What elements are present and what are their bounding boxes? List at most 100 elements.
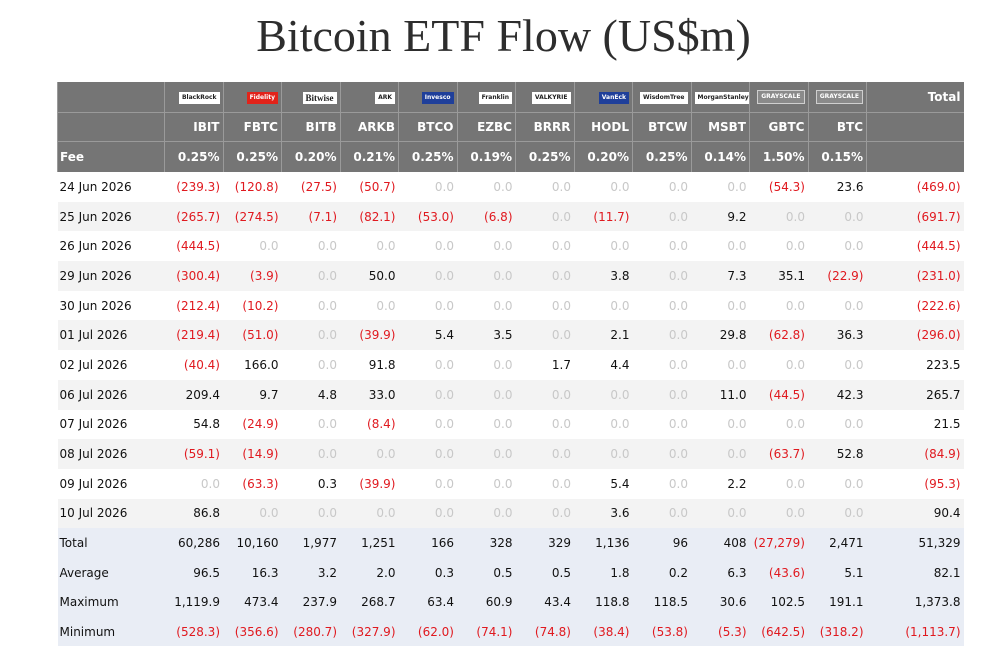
flow-value: 4.8 bbox=[281, 379, 340, 410]
flow-value: 0.0 bbox=[398, 379, 457, 410]
flow-value: 0.0 bbox=[574, 379, 633, 410]
flow-value: (54.3) bbox=[768, 179, 805, 194]
summary-value: 0.3 bbox=[398, 557, 457, 588]
flow-value: (14.9) bbox=[223, 439, 282, 469]
flow-value: (231.0) bbox=[866, 261, 964, 291]
summary-value: (327.9) bbox=[340, 616, 399, 647]
summary-value: 268.7 bbox=[340, 587, 399, 617]
flow-value: 166.0 bbox=[244, 357, 279, 372]
logo-cell: GRAYSCALE bbox=[749, 82, 808, 113]
flow-value: (44.5) bbox=[749, 379, 808, 410]
table-row: 08 Jul 2026 (59.1) (14.9) 0.0 0.0 0.0 0.0 0.0 0.… bbox=[57, 439, 964, 469]
row-date: 10 Jul 2026 bbox=[57, 498, 165, 529]
summary-value: 96 bbox=[632, 528, 691, 558]
summary-value: (62.0) bbox=[398, 616, 457, 647]
flow-value: 0.0 bbox=[551, 179, 571, 194]
flow-value: 0.0 bbox=[398, 439, 457, 469]
flow-value: (63.7) bbox=[749, 439, 808, 469]
flow-value: 0.0 bbox=[493, 239, 513, 254]
franklin-logo: Franklin bbox=[478, 91, 512, 104]
summary-value: 16.3 bbox=[223, 557, 282, 588]
flow-value: (239.3) bbox=[176, 179, 220, 194]
flow-value: 90.4 bbox=[866, 498, 964, 529]
summary-label: Average bbox=[57, 557, 165, 588]
ticker-blank-cell bbox=[866, 112, 964, 142]
fee-value: 0.20% bbox=[281, 141, 340, 172]
row-date: 30 Jun 2026 bbox=[59, 298, 132, 313]
row-date: 07 Jul 2026 bbox=[59, 417, 128, 432]
flow-value: (120.8) bbox=[234, 179, 279, 194]
row-date: 25 Jun 2026 bbox=[57, 201, 165, 232]
summary-value: 1,373.8 bbox=[866, 587, 964, 617]
flow-value: 1.7 bbox=[551, 357, 571, 372]
flow-value: (95.3) bbox=[924, 476, 961, 491]
flow-value: 0.0 bbox=[340, 498, 399, 529]
logo-cell: Franklin bbox=[456, 82, 516, 113]
summary-value: 1,251 bbox=[340, 528, 399, 558]
summary-value: 5.1 bbox=[808, 557, 867, 588]
bitwise-logo: Bitwise bbox=[302, 91, 337, 104]
fee-value: 0.15% bbox=[807, 141, 867, 172]
flow-value: 54.8 bbox=[193, 417, 220, 432]
flow-value: 0.0 bbox=[727, 239, 747, 254]
table-row: 25 Jun 2026 (265.7) (274.5) (7.1) (82.1) (53.… bbox=[57, 201, 964, 232]
summary-value: (528.3) bbox=[164, 616, 223, 647]
flow-value: 33.0 bbox=[340, 379, 399, 410]
summary-value: 2.0 bbox=[340, 557, 399, 588]
flow-value: 0.0 bbox=[317, 239, 337, 254]
ticker-msbt: MSBT bbox=[690, 112, 750, 142]
flow-value: (39.9) bbox=[359, 476, 396, 491]
flow-value: 0.0 bbox=[493, 417, 513, 432]
summary-value: (27,279) bbox=[749, 528, 808, 558]
summary-value: 10,160 bbox=[223, 528, 282, 558]
summary-label: Total bbox=[57, 528, 165, 558]
flow-value: 9.7 bbox=[223, 379, 282, 410]
ticker-btco: BTCO bbox=[398, 112, 457, 142]
flow-value: (469.0) bbox=[916, 179, 961, 194]
flow-value: 0.0 bbox=[515, 439, 574, 469]
flow-value: 0.0 bbox=[632, 439, 691, 469]
flow-value: 0.0 bbox=[668, 179, 688, 194]
logo-cell: BlackRock bbox=[164, 82, 223, 113]
summary-value: 60.9 bbox=[457, 587, 516, 617]
table-row: 09 Jul 2026 0.0 (63.3) 0.3 (39.9) 0.0 0.0 0.0 5.… bbox=[58, 469, 964, 499]
flow-value: 0.0 bbox=[200, 476, 220, 491]
flow-value: 0.0 bbox=[808, 201, 867, 232]
flow-value: 0.0 bbox=[844, 476, 864, 491]
flow-value: 7.3 bbox=[691, 261, 750, 291]
flow-value: 86.8 bbox=[164, 498, 223, 529]
flow-value: 0.0 bbox=[457, 439, 516, 469]
flow-value: 0.0 bbox=[844, 357, 864, 372]
flow-value: (296.0) bbox=[866, 320, 964, 351]
flow-value: 0.0 bbox=[574, 439, 633, 469]
table-row: 24 Jun 2026 (239.3) (120.8) (27.5) (50.7) 0.0… bbox=[58, 172, 964, 202]
flow-value: 0.0 bbox=[515, 498, 574, 529]
flow-value: 0.0 bbox=[844, 239, 864, 254]
summary-value: 1,977 bbox=[281, 528, 340, 558]
flow-value: (24.9) bbox=[242, 417, 279, 432]
fee-value: 0.14% bbox=[690, 141, 750, 172]
logo-cell: GRAYSCALE bbox=[807, 82, 867, 113]
flow-value: 50.0 bbox=[340, 261, 399, 291]
page-title: Bitcoin ETF Flow (US$m) bbox=[256, 10, 751, 61]
flow-value: 0.0 bbox=[691, 439, 750, 469]
fee-blank-cell bbox=[866, 141, 964, 172]
flow-value: 0.0 bbox=[668, 298, 688, 313]
flow-value: 0.0 bbox=[515, 320, 574, 351]
flow-value: 42.3 bbox=[808, 379, 867, 410]
flow-value: 0.0 bbox=[668, 476, 688, 491]
flow-value: 0.0 bbox=[317, 298, 337, 313]
flow-value: (53.0) bbox=[398, 201, 457, 232]
flow-value: (691.7) bbox=[866, 201, 964, 232]
flow-value: (82.1) bbox=[340, 201, 399, 232]
table-row: 30 Jun 2026 (212.4) (10.2) 0.0 0.0 0.0 0.0 0.0 0… bbox=[58, 291, 964, 321]
summary-row-minimum: Minimum (528.3) (356.6) (280.7) (327.9) (62.0… bbox=[57, 616, 964, 647]
flow-value: 0.0 bbox=[515, 379, 574, 410]
valkyrie-logo: VALKYRIE bbox=[531, 91, 571, 104]
summary-value: (280.7) bbox=[281, 616, 340, 647]
summary-value: 473.4 bbox=[223, 587, 282, 617]
summary-value: 1.8 bbox=[574, 557, 633, 588]
flow-value: 0.0 bbox=[727, 357, 747, 372]
flow-value: 11.0 bbox=[691, 379, 750, 410]
flow-value: 0.0 bbox=[457, 261, 516, 291]
